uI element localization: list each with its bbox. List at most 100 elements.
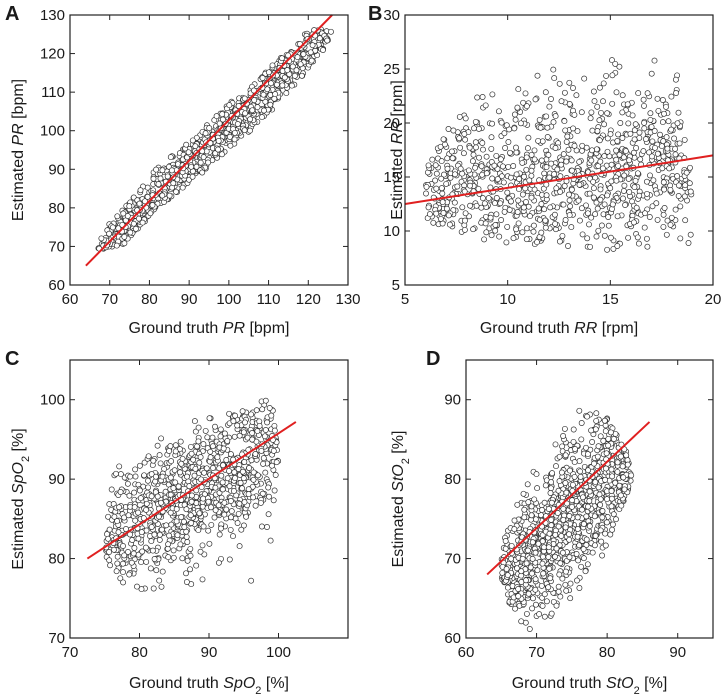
data-point	[115, 225, 122, 232]
panel-letter-a: A	[5, 3, 19, 25]
data-point	[574, 128, 581, 135]
data-point	[625, 234, 632, 241]
data-point	[589, 147, 595, 154]
data-point	[497, 156, 504, 163]
data-point	[540, 570, 547, 577]
data-point	[644, 90, 651, 97]
data-point	[616, 482, 623, 489]
data-point	[496, 233, 503, 240]
data-point	[264, 524, 270, 530]
data-point	[620, 188, 627, 194]
data-point	[599, 514, 606, 521]
data-point	[139, 548, 146, 555]
data-point	[672, 151, 679, 158]
data-point	[579, 142, 586, 149]
data-point	[507, 149, 513, 156]
data-point	[566, 467, 573, 474]
data-point	[550, 119, 557, 126]
data-point	[647, 110, 654, 117]
data-point	[574, 533, 581, 540]
data-point	[462, 136, 469, 143]
data-point	[572, 446, 578, 452]
data-point	[560, 433, 567, 439]
data-point	[542, 217, 549, 224]
data-point	[523, 103, 530, 110]
data-point	[120, 569, 126, 576]
data-point	[227, 498, 234, 504]
data-point	[479, 195, 486, 202]
data-point	[607, 429, 614, 436]
data-point	[589, 439, 596, 445]
data-point	[513, 226, 520, 233]
data-point	[597, 186, 604, 193]
data-point	[619, 109, 626, 116]
data-point	[641, 119, 648, 126]
panel-a: A 60 70 80 90 100 110 120 130 60 70 80 90 100 110 120 13…	[5, 3, 361, 337]
y-tick-label: 90	[48, 161, 65, 178]
data-point	[500, 179, 507, 186]
data-point	[529, 539, 536, 546]
data-point	[571, 111, 578, 118]
data-point	[594, 453, 601, 460]
data-point	[156, 536, 163, 543]
data-point	[143, 558, 150, 565]
data-point	[543, 164, 550, 171]
data-point	[148, 524, 155, 530]
data-point	[563, 158, 570, 165]
data-point	[433, 210, 440, 217]
x-tick-label: 10	[499, 291, 516, 308]
data-point	[586, 498, 593, 504]
y-axis-label-c-unit: [%]	[10, 428, 27, 456]
data-point	[189, 137, 196, 144]
data-point	[590, 185, 597, 192]
data-point	[254, 428, 261, 435]
data-point	[530, 595, 536, 602]
data-point	[675, 109, 682, 116]
data-point	[234, 520, 241, 526]
data-point	[440, 136, 447, 143]
data-point	[499, 163, 506, 170]
data-point	[475, 185, 482, 192]
data-point	[236, 543, 243, 550]
data-point	[454, 183, 461, 190]
y-axis-label-c-variable: SpO	[10, 462, 27, 494]
data-point	[489, 120, 496, 127]
data-point	[593, 233, 600, 240]
y-axis-label-d: Estimated StO2 [%]	[390, 431, 412, 568]
data-point	[523, 577, 529, 584]
data-point	[634, 170, 641, 177]
data-point	[594, 128, 601, 134]
data-point	[426, 211, 433, 218]
data-point	[264, 86, 271, 93]
data-point	[492, 227, 499, 234]
data-point	[132, 473, 139, 480]
data-point	[617, 120, 624, 126]
data-point	[132, 517, 139, 524]
data-point	[640, 148, 647, 155]
data-point	[548, 516, 555, 523]
data-point	[235, 103, 242, 109]
data-point	[566, 536, 573, 543]
plot-frame-a	[69, 14, 349, 286]
data-point	[437, 215, 444, 222]
data-point	[266, 493, 272, 500]
data-point	[552, 441, 559, 448]
data-point	[579, 506, 585, 513]
data-point	[267, 537, 274, 544]
data-point	[457, 144, 464, 151]
data-point	[636, 192, 643, 199]
data-point	[622, 202, 629, 208]
data-point	[499, 569, 506, 576]
data-point	[552, 531, 559, 538]
y-axis-label-a-prefix: Estimated	[10, 146, 27, 222]
data-point	[164, 173, 171, 180]
data-point	[493, 195, 500, 201]
data-point	[518, 618, 525, 625]
data-point	[633, 204, 640, 211]
data-point	[532, 516, 539, 523]
data-point	[547, 490, 554, 496]
data-point	[562, 568, 569, 575]
data-point	[498, 119, 505, 126]
data-point	[543, 598, 550, 605]
